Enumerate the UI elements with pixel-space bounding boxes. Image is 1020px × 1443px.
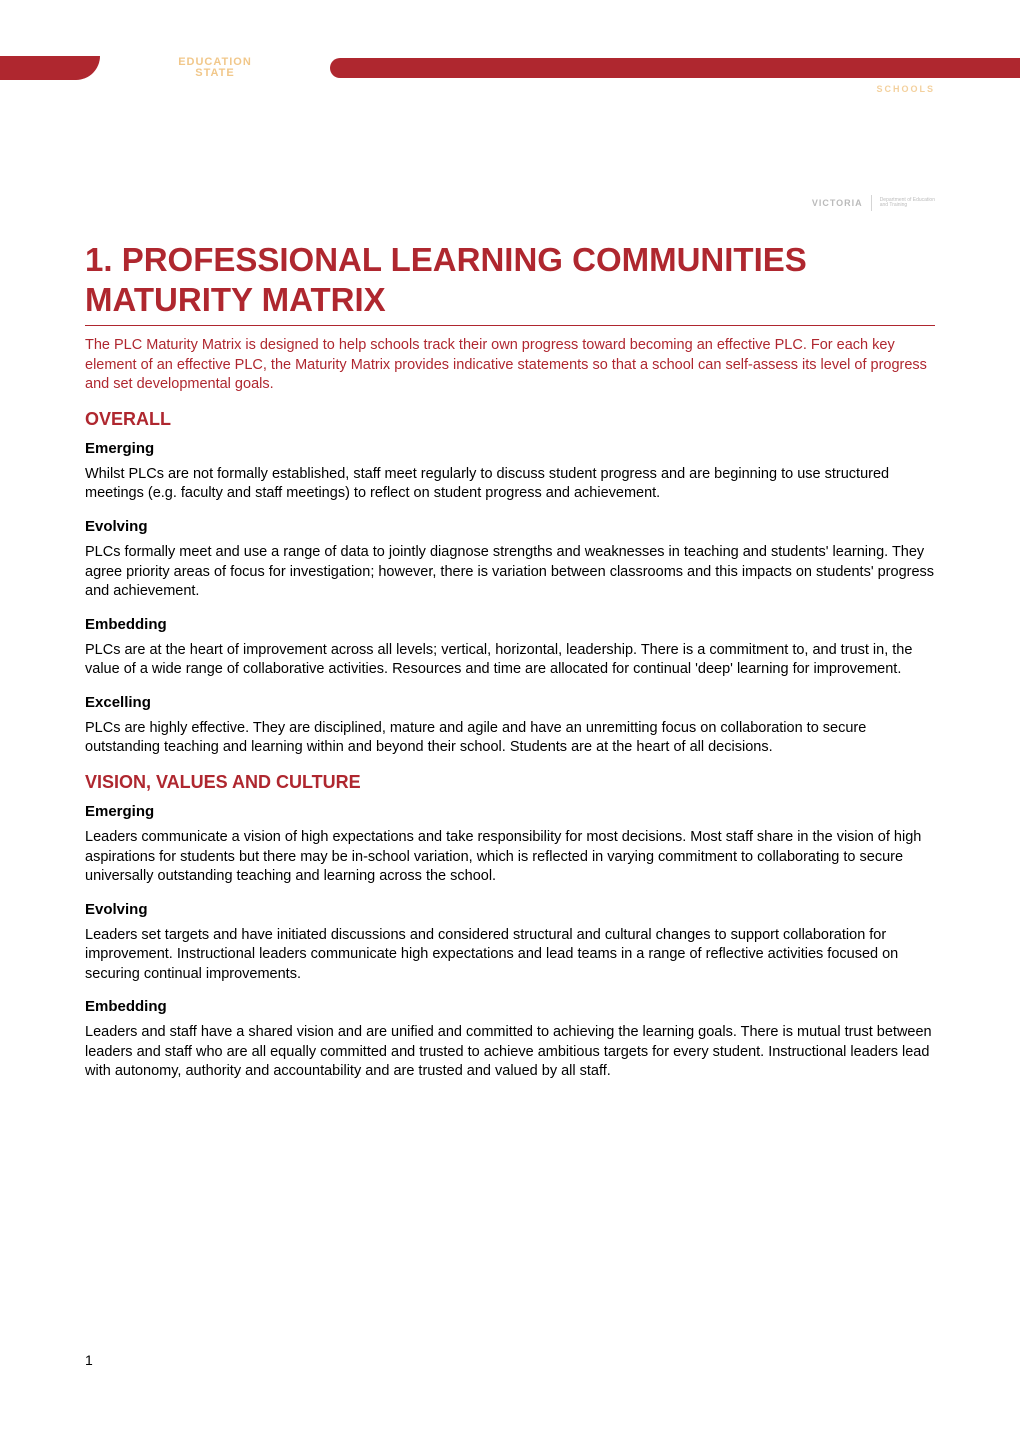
subsection-heading: Evolving (85, 518, 935, 535)
victoria-logo-area: VICTORIA Department of Education and Tra… (812, 195, 935, 211)
banner-red-bar (330, 58, 1020, 78)
section-heading-overall: OVERALL (85, 409, 935, 430)
section-heading-vision: VISION, VALUES AND CULTURE (85, 772, 935, 793)
body-paragraph: PLCs are at the heart of improvement acr… (85, 641, 935, 680)
body-paragraph: Leaders communicate a vision of high exp… (85, 828, 935, 887)
body-paragraph: Leaders and staff have a shared vision a… (85, 1023, 935, 1082)
education-state-logo: EDUCATION STATE (178, 57, 252, 79)
body-paragraph: Leaders set targets and have initiated d… (85, 926, 935, 985)
subsection-heading: Evolving (85, 901, 935, 918)
logo-line2: STATE (195, 67, 234, 79)
main-heading: 1. PROFESSIONAL LEARNING COMMUNITIES MAT… (85, 240, 935, 319)
logo-divider (871, 195, 872, 211)
subsection-heading: Emerging (85, 440, 935, 457)
victoria-brand: VICTORIA (812, 198, 863, 208)
header-banner: EDUCATION STATE (0, 56, 1020, 80)
heading-divider (85, 325, 935, 326)
banner-red-curve (0, 56, 100, 80)
subsection-heading: Embedding (85, 616, 935, 633)
body-paragraph: PLCs formally meet and use a range of da… (85, 543, 935, 602)
tagline-2: and Training (880, 202, 908, 208)
subsection-heading: Emerging (85, 803, 935, 820)
document-content: 1. PROFESSIONAL LEARNING COMMUNITIES MAT… (85, 240, 935, 1096)
body-paragraph: PLCs are highly effective. They are disc… (85, 719, 935, 758)
schools-label: SCHOOLS (876, 84, 935, 94)
intro-paragraph: The PLC Maturity Matrix is designed to h… (85, 336, 935, 395)
body-paragraph: Whilst PLCs are not formally established… (85, 465, 935, 504)
subsection-heading: Excelling (85, 694, 935, 711)
page-number: 1 (85, 1352, 93, 1368)
logo-tagline: Department of Education and Training (880, 198, 935, 209)
subsection-heading: Embedding (85, 998, 935, 1015)
banner-logo-area: EDUCATION STATE (100, 56, 330, 80)
